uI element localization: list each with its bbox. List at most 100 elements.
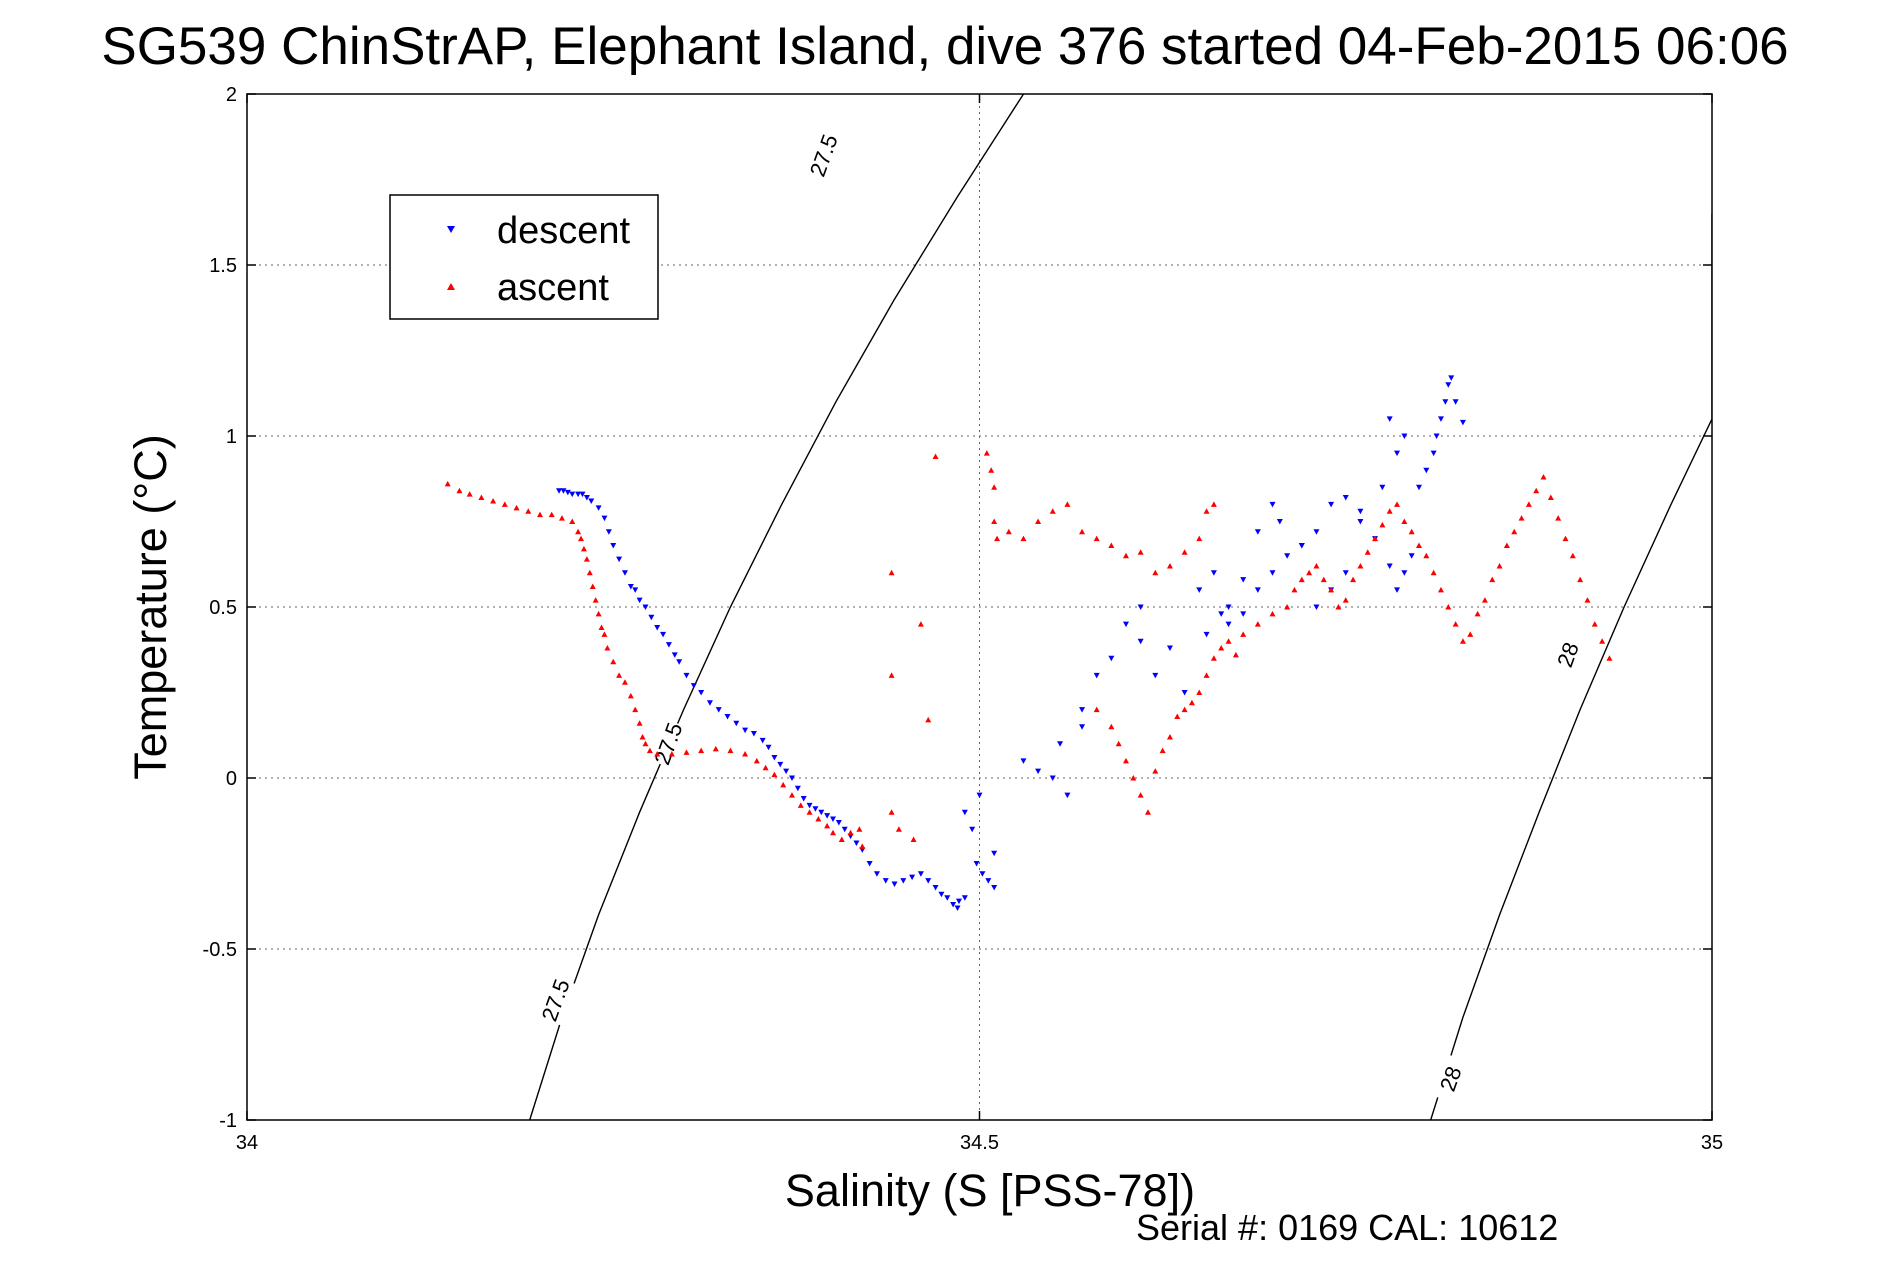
data-point-descent xyxy=(932,884,939,891)
data-point-descent xyxy=(1459,419,1466,426)
data-point-ascent xyxy=(1335,604,1342,610)
data-point-ascent xyxy=(1174,713,1181,719)
data-point-ascent xyxy=(1035,518,1042,524)
data-point-ascent xyxy=(1394,501,1401,507)
data-point-descent xyxy=(853,840,860,846)
data-point-descent xyxy=(627,583,634,590)
data-point-ascent xyxy=(1269,610,1276,617)
data-point-descent xyxy=(601,515,608,522)
data-point-descent xyxy=(1196,587,1203,593)
data-point-ascent xyxy=(888,569,895,576)
data-point-descent xyxy=(654,625,661,631)
data-point-ascent xyxy=(1137,792,1144,798)
data-point-ascent xyxy=(824,822,831,829)
data-point-descent xyxy=(830,816,836,823)
data-point-descent xyxy=(985,878,992,884)
data-point-ascent xyxy=(1313,562,1320,569)
data-point-descent xyxy=(866,861,873,867)
data-point-ascent xyxy=(1108,723,1115,730)
isopycnal-line-28 xyxy=(1430,213,1712,1120)
data-point-ascent xyxy=(1525,501,1532,507)
data-point-descent xyxy=(690,683,697,689)
data-point-descent xyxy=(605,529,612,535)
data-point-ascent xyxy=(1181,549,1188,555)
legend-descent-marker xyxy=(447,226,455,233)
data-point-ascent xyxy=(1079,528,1086,535)
y-tick-label: -0.5 xyxy=(203,939,237,961)
data-point-descent xyxy=(1240,611,1247,617)
data-point-descent xyxy=(610,542,617,549)
data-point-ascent xyxy=(1518,515,1525,521)
data-point-ascent xyxy=(1408,528,1415,535)
data-point-descent xyxy=(891,881,898,888)
data-point-ascent xyxy=(1320,576,1327,583)
data-point-ascent xyxy=(548,511,555,518)
y-tick-label: 1 xyxy=(226,426,237,448)
data-point-ascent xyxy=(1357,562,1364,569)
data-point-ascent xyxy=(1591,621,1598,627)
y-tick-label: 0 xyxy=(226,768,237,790)
data-point-ascent xyxy=(1540,474,1547,480)
data-point-ascent xyxy=(1159,747,1166,754)
data-point-ascent xyxy=(910,836,917,843)
data-point-ascent xyxy=(1328,586,1335,593)
data-point-ascent xyxy=(1489,576,1496,583)
x-tick-label: 35 xyxy=(1701,1132,1723,1154)
data-point-ascent xyxy=(838,836,845,843)
data-point-descent xyxy=(812,806,819,812)
data-point-descent xyxy=(1298,542,1305,549)
contour-label-bg xyxy=(536,975,576,1026)
data-point-ascent xyxy=(1372,535,1379,542)
data-point-descent xyxy=(569,491,576,498)
data-point-ascent xyxy=(1452,621,1459,627)
data-point-descent xyxy=(765,744,772,751)
y-axis-ticks: -1 -0.5 0 0.5 1 1.5 2 xyxy=(203,84,1712,1132)
data-point-descent xyxy=(556,488,563,494)
data-point-ascent xyxy=(1298,576,1305,583)
data-point-ascent xyxy=(1254,621,1261,627)
data-point-ascent xyxy=(1152,768,1159,774)
data-point-ascent xyxy=(1181,706,1188,713)
data-point-ascent xyxy=(1379,521,1386,528)
data-point-ascent xyxy=(1437,586,1444,593)
data-point-ascent xyxy=(1430,569,1437,576)
data-point-descent xyxy=(1430,450,1437,457)
data-point-descent xyxy=(1386,416,1393,422)
data-point-descent xyxy=(660,631,667,638)
y-axis-label: Temperature (°C) xyxy=(125,434,176,780)
y-tick-label: 2 xyxy=(226,84,237,106)
x-tick-label: 34.5 xyxy=(960,1132,999,1154)
data-point-ascent xyxy=(1196,689,1203,695)
data-point-ascent xyxy=(598,624,605,631)
data-point-ascent xyxy=(636,720,643,726)
contour-label-bg xyxy=(1431,1053,1471,1105)
data-point-ascent xyxy=(983,450,990,456)
data-point-descent xyxy=(671,652,678,658)
data-point-descent xyxy=(1313,529,1320,535)
data-point-ascent xyxy=(639,733,646,740)
data-point-descent xyxy=(676,659,683,665)
data-point-ascent xyxy=(1481,597,1488,603)
data-point-descent xyxy=(1218,611,1225,617)
data-point-descent xyxy=(1442,399,1449,405)
y-tick-label: -1 xyxy=(219,1110,237,1132)
data-point-descent xyxy=(909,874,916,881)
data-point-descent xyxy=(1401,433,1408,439)
data-point-ascent xyxy=(583,556,590,562)
data-point-ascent xyxy=(1093,535,1100,542)
data-point-ascent xyxy=(1020,535,1027,542)
data-point-descent xyxy=(783,768,790,775)
data-point-ascent xyxy=(859,843,866,849)
data-point-ascent xyxy=(683,749,690,755)
data-point-descent xyxy=(991,884,998,891)
data-point-ascent xyxy=(1123,552,1129,559)
y-tick-label: 1.5 xyxy=(209,255,237,277)
data-point-descent xyxy=(1445,382,1452,388)
data-point-descent xyxy=(1433,433,1440,439)
data-point-ascent xyxy=(1401,518,1408,524)
data-point-ascent xyxy=(830,829,836,836)
data-point-ascent xyxy=(762,764,769,771)
x-axis-label: Salinity (S [PSS-78]) xyxy=(785,1165,1195,1216)
data-point-descent xyxy=(1181,690,1188,696)
